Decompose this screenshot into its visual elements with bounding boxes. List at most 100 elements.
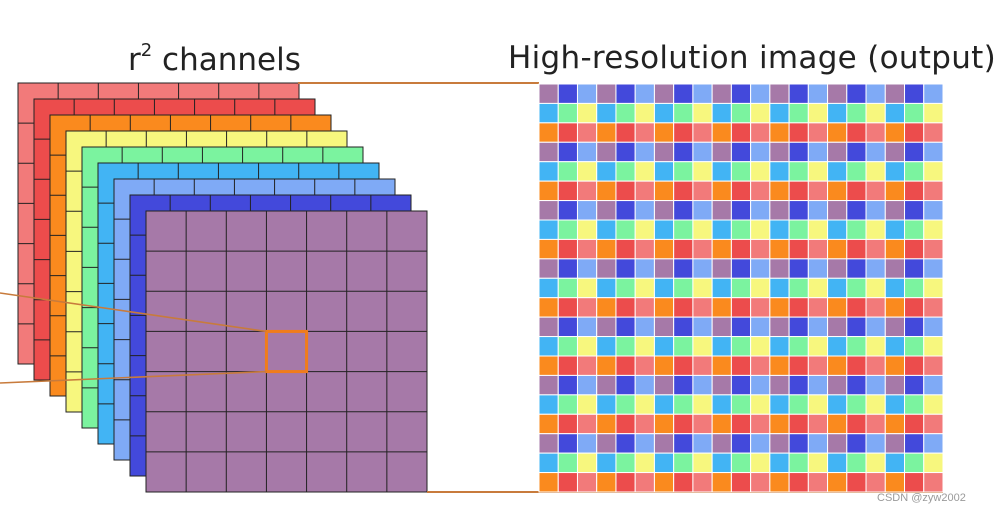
output-pixel: [615, 238, 636, 260]
output-pixel: [653, 219, 675, 240]
output-pixel: [769, 374, 790, 396]
output-pixel: [788, 472, 809, 493]
output-pixel: [846, 472, 867, 493]
output-pixel: [653, 238, 675, 260]
output-pixel: [865, 83, 886, 104]
output-pixel: [884, 355, 906, 376]
output-pixel: [807, 161, 829, 182]
output-pixel: [788, 238, 809, 260]
output-pixel: [750, 472, 771, 493]
output-pixel: [730, 258, 752, 279]
output-pixel: [769, 413, 790, 435]
output-pixel: [557, 219, 578, 240]
output-pixel: [557, 83, 578, 104]
output-pixel: [730, 394, 752, 415]
output-pixel: [788, 161, 809, 182]
output-pixel: [923, 394, 944, 415]
output-pixel: [538, 83, 559, 104]
output-pixel: [846, 238, 867, 260]
output-pixel: [653, 102, 675, 124]
output-pixel: [557, 141, 578, 163]
output-pixel: [576, 83, 598, 104]
output-pixel: [615, 472, 636, 493]
output-pixel: [538, 122, 559, 143]
output-pixel: [634, 336, 655, 357]
output-pixel: [576, 433, 598, 454]
output-pixel: [750, 277, 771, 299]
output-pixel: [615, 413, 636, 435]
output-pixel: [865, 394, 886, 415]
front-channel-layer: [145, 210, 428, 493]
output-pixel: [904, 336, 925, 357]
output-pixel: [576, 452, 598, 474]
output-pixel: [904, 316, 925, 338]
output-pixel: [807, 297, 829, 318]
output-pixel: [904, 102, 925, 124]
output-pixel: [904, 200, 925, 221]
output-pixel: [596, 316, 617, 338]
output-pixel: [576, 161, 598, 182]
output-pixel: [692, 219, 713, 240]
output-pixel: [730, 122, 752, 143]
output-pixel: [673, 472, 694, 493]
output-pixel: [730, 297, 752, 318]
output-pixel: [576, 374, 598, 396]
output-pixel: [711, 413, 732, 435]
output-pixel: [711, 141, 732, 163]
output-pixel: [750, 433, 771, 454]
output-pixel: [634, 102, 655, 124]
output-pixel: [865, 141, 886, 163]
output-pixel: [557, 394, 578, 415]
output-pixel: [730, 336, 752, 357]
output-pixel: [827, 394, 848, 415]
output-pixel: [904, 374, 925, 396]
output-pixel: [807, 238, 829, 260]
output-pixel: [615, 122, 636, 143]
output-pixel: [807, 102, 829, 124]
output-pixel: [692, 141, 713, 163]
output-pixel: [557, 277, 578, 299]
output-pixel: [653, 122, 675, 143]
output-pixel: [884, 452, 906, 474]
output-pixel: [673, 316, 694, 338]
output-pixel: [634, 316, 655, 338]
output-pixel: [865, 316, 886, 338]
output-pixel: [750, 141, 771, 163]
output-pixel: [692, 277, 713, 299]
output-grid: [538, 83, 944, 493]
output-pixel: [923, 180, 944, 202]
output-pixel: [827, 433, 848, 454]
output-pixel: [557, 297, 578, 318]
output-pixel: [807, 316, 829, 338]
connector-line-lower: [0, 370, 267, 384]
output-pixel: [576, 277, 598, 299]
output-pixel: [711, 258, 732, 279]
output-pixel: [653, 83, 675, 104]
output-pixel: [634, 258, 655, 279]
output-pixel: [865, 374, 886, 396]
output-pixel: [904, 258, 925, 279]
output-pixel: [576, 122, 598, 143]
output-pixel: [711, 297, 732, 318]
output-pixel: [576, 394, 598, 415]
output-pixel: [673, 238, 694, 260]
output-pixel: [711, 122, 732, 143]
output-pixel: [653, 374, 675, 396]
output-pixel: [557, 413, 578, 435]
output-pixel: [576, 102, 598, 124]
output-pixel: [634, 200, 655, 221]
output-pixel: [557, 452, 578, 474]
output-pixel: [538, 102, 559, 124]
output-pixel: [904, 161, 925, 182]
output-pixel: [692, 200, 713, 221]
output-pixel: [615, 316, 636, 338]
output-pixel: [923, 355, 944, 376]
output-pixel: [827, 258, 848, 279]
output-pixel: [538, 374, 559, 396]
output-pixel: [711, 452, 732, 474]
output-pixel: [884, 161, 906, 182]
output-pixel: [711, 161, 732, 182]
output-pixel: [788, 122, 809, 143]
output-pixel: [576, 180, 598, 202]
output-pixel: [557, 355, 578, 376]
